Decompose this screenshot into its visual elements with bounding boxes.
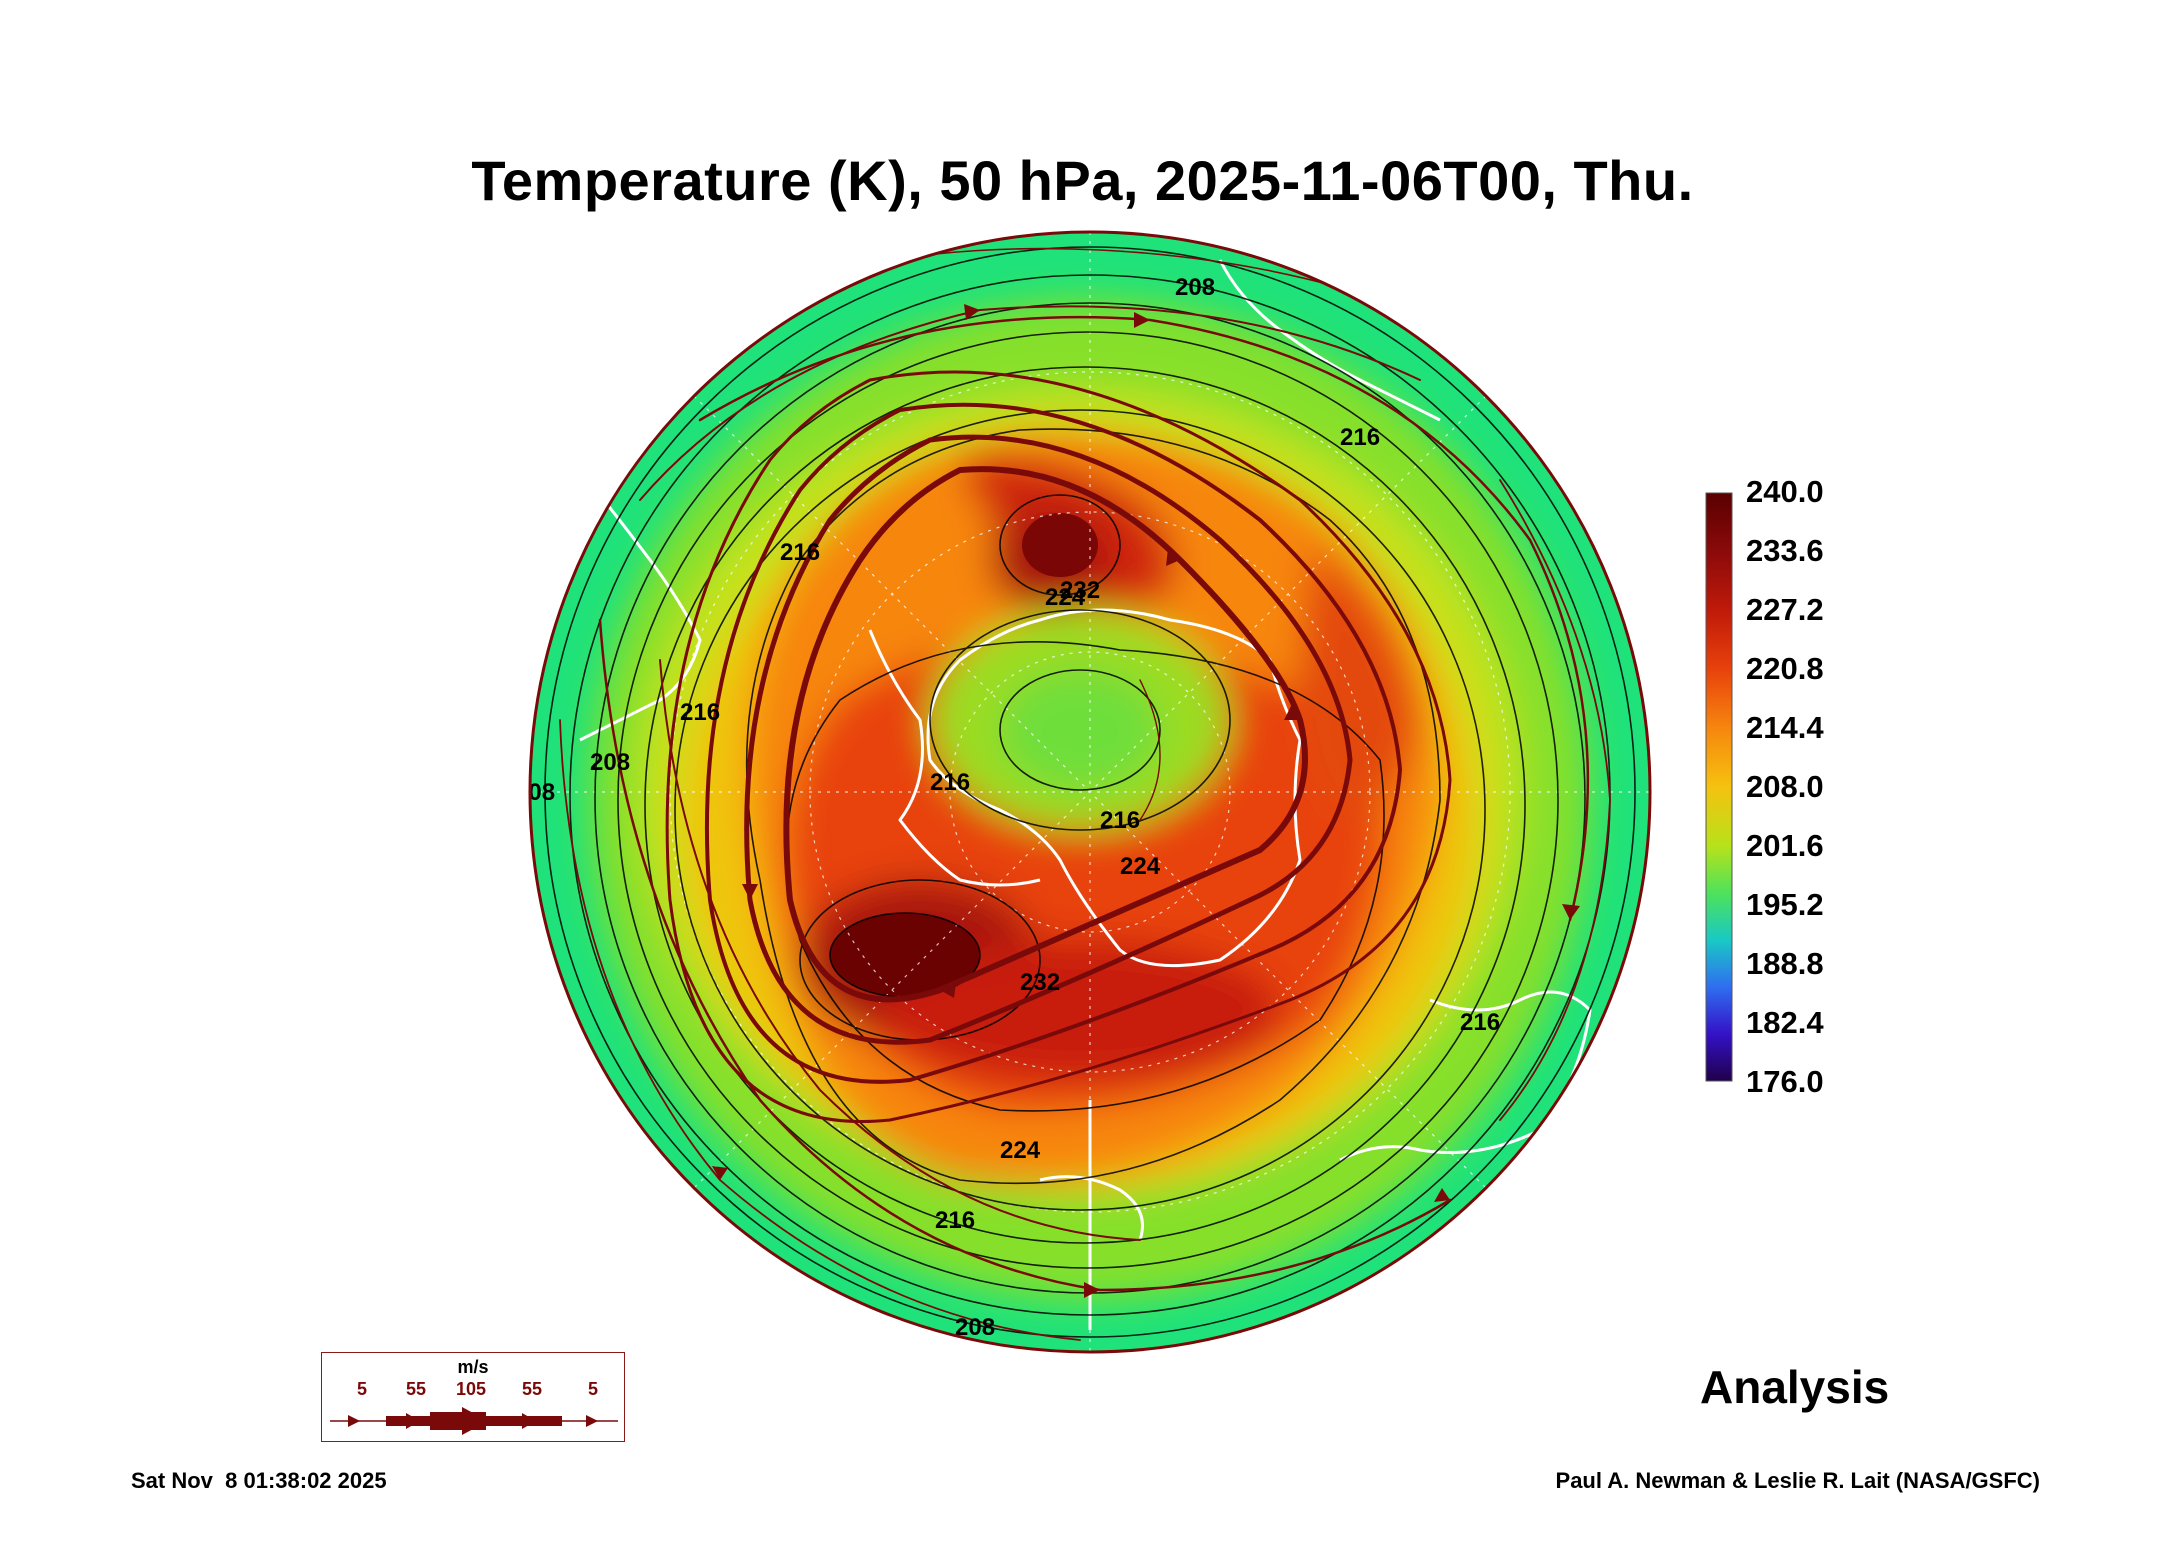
contour-label: 208 [590, 749, 630, 776]
temperature-field: 208 208 208 216 216 216 216 216 216 216 … [515, 232, 1650, 1352]
wind-speed-label: 55 [522, 1379, 543, 1399]
contour-label: 216 [1100, 807, 1140, 834]
contour-label: 232 [1020, 969, 1060, 996]
colorbar-tick-label: 240.0 [1746, 474, 1824, 509]
colorbar-ramp [1705, 492, 1733, 1082]
colorbar-tick-label: 227.2 [1746, 592, 1824, 627]
contour-label: 216 [930, 769, 970, 796]
contour-label: 216 [935, 1207, 975, 1234]
wind-speed-legend: m/s 5 55 105 55 5 [321, 1352, 625, 1442]
colorbar-tick-label: 195.2 [1746, 887, 1824, 922]
colorbar-tick-label: 233.6 [1746, 533, 1824, 568]
colorbar-tick-label: 201.6 [1746, 828, 1824, 863]
contour-label: 224 [1120, 853, 1161, 880]
colorbar [1705, 492, 1733, 1082]
contour-label: 216 [1340, 424, 1380, 451]
map-title: Temperature (K), 50 hPa, 2025-11-06T00, … [471, 149, 1694, 212]
colorbar-tick-label: 208.0 [1746, 769, 1824, 804]
contour-label: 216 [680, 699, 720, 726]
contour-label: 208 [515, 779, 555, 806]
wind-speed-label: 5 [588, 1379, 599, 1399]
contour-label: 216 [780, 539, 820, 566]
analysis-label: Analysis [1700, 1361, 1890, 1413]
colorbar-tick-label: 176.0 [1746, 1064, 1824, 1099]
contour-label: 224 [1045, 584, 1086, 611]
colorbar-tick-label: 182.4 [1746, 1005, 1824, 1040]
contour-label: 232 [1060, 577, 1100, 604]
wind-speed-label: 55 [406, 1379, 427, 1399]
wind-speed-arrow [330, 1407, 618, 1435]
colorbar-tick-label: 220.8 [1746, 651, 1824, 686]
colorbar-tick-label: 214.4 [1746, 710, 1824, 745]
colorbar-tick-label: 188.8 [1746, 946, 1824, 981]
author-credit: Paul A. Newman & Leslie R. Lait (NASA/GS… [1555, 1468, 2040, 1493]
contour-label: 216 [1460, 1009, 1500, 1036]
wind-unit-label: m/s [457, 1357, 489, 1377]
generation-timestamp: Sat Nov 8 01:38:02 2025 [131, 1468, 387, 1493]
contour-label: 224 [1000, 1137, 1041, 1164]
contour-label: 208 [1175, 274, 1215, 301]
wind-speed-label: 5 [357, 1379, 368, 1399]
wind-speed-label: 105 [456, 1379, 487, 1399]
